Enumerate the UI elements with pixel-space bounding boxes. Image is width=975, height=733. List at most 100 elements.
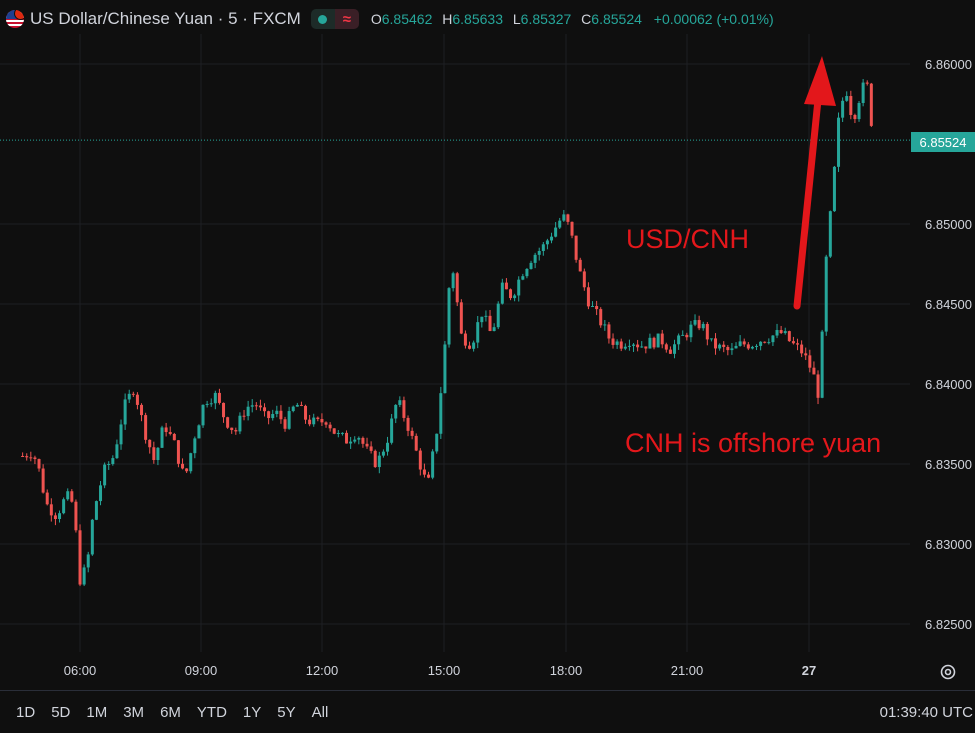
y-tick-label: 6.84000 — [925, 377, 972, 392]
candle — [328, 422, 332, 432]
candle — [398, 396, 402, 408]
candle — [185, 468, 189, 474]
candle — [148, 439, 152, 454]
candle — [570, 221, 574, 239]
candle — [701, 321, 705, 331]
candle — [115, 439, 119, 459]
candle — [476, 315, 480, 349]
x-tick-label: 15:00 — [428, 663, 461, 678]
candle — [550, 232, 554, 244]
price-chart[interactable]: 6.86000 6.85000 6.84500 6.84000 6.83500 6.830… — [0, 0, 975, 690]
candle — [517, 276, 521, 302]
range-selector: 1D 5D 1M 3M 6M YTD 1Y 5Y All — [16, 704, 344, 721]
range-button-all[interactable]: All — [311, 704, 329, 721]
candle — [86, 551, 90, 573]
candle — [340, 432, 344, 436]
range-button-3m[interactable]: 3M — [123, 704, 145, 721]
candle — [832, 165, 836, 212]
candle — [410, 427, 414, 440]
y-tick-label: 6.86000 — [925, 57, 972, 72]
range-button-1d[interactable]: 1D — [16, 704, 36, 721]
candle — [705, 321, 709, 346]
candle — [119, 419, 123, 450]
candle — [304, 404, 308, 424]
candle — [107, 461, 111, 470]
candle — [324, 421, 328, 428]
range-button-ytd[interactable]: YTD — [196, 704, 227, 721]
candle — [709, 338, 713, 342]
range-button-6m[interactable]: 6M — [160, 704, 181, 721]
x-tick-label: 21:00 — [671, 663, 704, 678]
candle — [168, 426, 172, 436]
symbol-title[interactable]: US Dollar/Chinese Yuan · 5 · FXCM — [30, 9, 301, 28]
candle — [74, 499, 78, 533]
candle — [332, 428, 336, 435]
candle — [586, 282, 590, 310]
candle — [558, 217, 562, 230]
candle — [21, 452, 25, 457]
candle — [111, 455, 115, 466]
candle — [263, 403, 267, 417]
candle — [496, 301, 500, 330]
candle — [480, 316, 484, 328]
candle — [632, 343, 636, 352]
range-button-1m[interactable]: 1M — [86, 704, 108, 721]
candle — [845, 91, 849, 102]
candle — [681, 330, 685, 336]
candle — [603, 320, 607, 331]
change-value: +0.00062 (+0.01%) — [653, 11, 774, 27]
candle — [640, 341, 644, 348]
candle — [652, 336, 656, 350]
candle — [390, 413, 394, 445]
candle — [217, 388, 221, 405]
candle — [291, 405, 295, 413]
market-status[interactable]: ≈ — [310, 9, 359, 29]
utc-clock[interactable]: 01:39:40 UTC — [879, 704, 973, 721]
wave-icon: ≈ — [334, 9, 359, 29]
candle — [271, 409, 275, 421]
candle — [668, 346, 672, 355]
candle — [299, 401, 303, 407]
candle — [41, 464, 45, 494]
candle — [127, 389, 131, 403]
candle — [176, 440, 180, 468]
y-tick-label: 6.82500 — [925, 617, 972, 632]
candle — [554, 222, 558, 238]
candle — [349, 436, 353, 449]
candle — [197, 424, 201, 439]
close-value: 6.85524 — [591, 11, 642, 27]
candle — [562, 209, 566, 222]
candle — [796, 338, 800, 351]
settings-gear-icon[interactable] — [938, 662, 958, 682]
candle — [99, 481, 103, 506]
candle — [623, 343, 627, 351]
candle — [443, 341, 447, 394]
x-tick-label: 12:00 — [306, 663, 339, 678]
candle — [222, 402, 226, 423]
candle — [746, 342, 750, 351]
candle — [320, 413, 324, 427]
candle — [783, 327, 787, 335]
candle — [189, 452, 193, 474]
candle — [488, 310, 492, 332]
candle — [58, 510, 62, 523]
range-button-5y[interactable]: 5Y — [277, 704, 296, 721]
candle — [816, 370, 820, 405]
candle — [238, 412, 242, 435]
candle — [447, 287, 451, 348]
candle — [500, 278, 504, 305]
candle — [689, 320, 693, 343]
x-axis-ticks: 06:00 09:00 12:00 15:00 18:00 21:00 27 — [64, 663, 817, 678]
x-tick-label: 18:00 — [550, 663, 583, 678]
chart-header: US Dollar/Chinese Yuan · 5 · FXCM ≈ O6.8… — [6, 6, 774, 32]
candle — [820, 329, 824, 399]
range-button-5d[interactable]: 5D — [51, 704, 71, 721]
y-tick-label: 6.85000 — [925, 217, 972, 232]
candle — [213, 390, 217, 410]
range-button-1y[interactable]: 1Y — [242, 704, 262, 721]
candle — [295, 402, 299, 407]
candle — [730, 343, 734, 355]
candle — [386, 436, 390, 456]
candle — [283, 416, 287, 432]
candle — [504, 278, 508, 290]
